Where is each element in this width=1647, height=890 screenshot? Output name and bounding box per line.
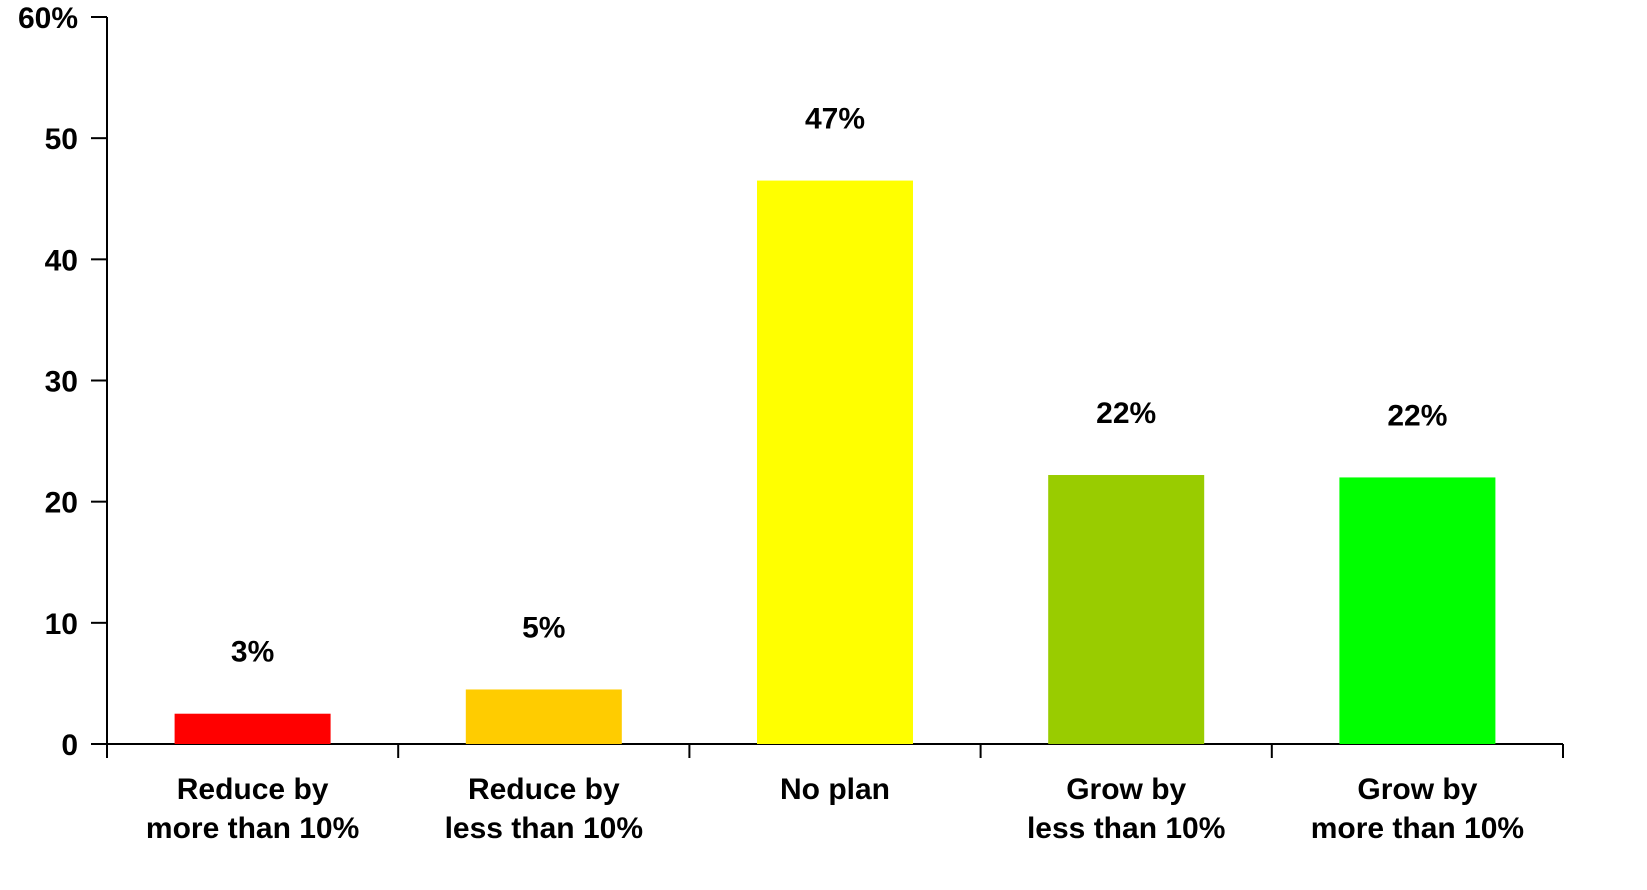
x-tick-label: more than 10% — [1311, 812, 1524, 845]
bar — [757, 180, 913, 744]
value-label: 22% — [1387, 399, 1447, 432]
x-tick-label: Grow by — [1066, 773, 1186, 806]
value-label: 22% — [1096, 397, 1156, 430]
bar — [1339, 477, 1496, 744]
x-tick-label: No plan — [780, 773, 890, 806]
value-label: 47% — [805, 102, 865, 135]
x-tick-label: less than 10% — [445, 812, 643, 845]
x-tick-label: more than 10% — [146, 812, 359, 845]
y-tick-label: 50 — [45, 123, 78, 156]
value-label: 3% — [231, 636, 274, 669]
x-tick-label: Grow by — [1357, 773, 1477, 806]
y-tick-label: 30 — [45, 365, 78, 398]
y-tick-label: 0 — [61, 729, 78, 762]
bar — [1048, 475, 1205, 744]
x-tick-label: Reduce by — [468, 773, 620, 806]
y-tick-label: 20 — [45, 487, 78, 520]
x-tick-label: Reduce by — [177, 773, 329, 806]
y-tick-label: 60% — [18, 2, 78, 35]
bar — [465, 689, 622, 744]
y-tick-label: 40 — [45, 244, 78, 277]
bar — [174, 713, 331, 744]
value-label: 5% — [522, 611, 565, 644]
y-tick-label: 10 — [45, 608, 78, 641]
x-tick-label: less than 10% — [1027, 812, 1225, 845]
